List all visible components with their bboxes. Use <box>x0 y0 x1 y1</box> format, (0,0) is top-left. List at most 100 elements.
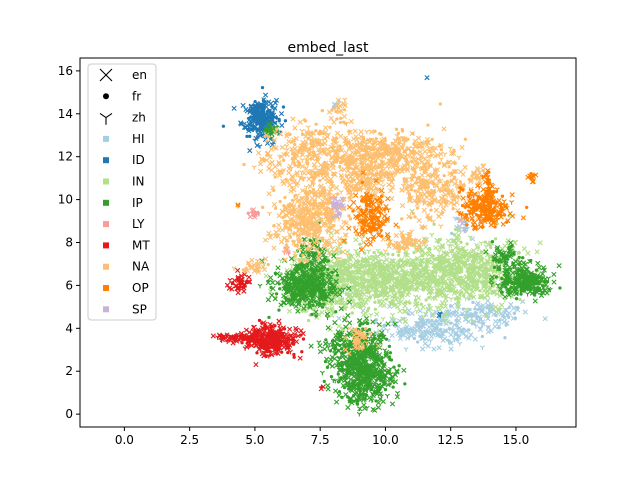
data-point <box>305 190 309 195</box>
data-point <box>450 238 456 244</box>
data-point <box>311 188 316 192</box>
data-point <box>453 261 457 266</box>
data-point <box>257 318 262 323</box>
data-point <box>514 297 519 301</box>
data-point <box>452 251 458 257</box>
data-point <box>444 257 450 264</box>
data-point <box>441 286 447 292</box>
data-point <box>314 239 319 243</box>
data-point <box>477 320 481 324</box>
data-point <box>284 296 288 300</box>
data-point <box>391 302 395 306</box>
data-point <box>301 231 306 236</box>
data-point <box>474 254 478 258</box>
chart-title: embed_last <box>288 40 369 56</box>
data-point <box>439 242 446 249</box>
data-point <box>253 111 260 117</box>
data-point <box>310 312 314 317</box>
data-point <box>286 308 293 314</box>
data-point <box>369 382 373 386</box>
data-point <box>366 321 370 325</box>
data-point <box>414 300 420 306</box>
data-point <box>426 248 432 254</box>
data-point <box>366 289 370 294</box>
data-point <box>508 301 514 308</box>
data-point <box>480 256 484 261</box>
data-point <box>424 298 428 302</box>
data-point <box>336 192 340 196</box>
data-point <box>513 239 519 245</box>
data-point <box>363 270 367 274</box>
data-point <box>425 343 431 349</box>
data-point <box>411 328 415 332</box>
data-point <box>283 224 287 228</box>
data-point <box>297 204 301 209</box>
data-point <box>399 257 405 263</box>
data-point <box>382 323 387 327</box>
data-point <box>471 259 475 263</box>
data-point <box>449 328 455 333</box>
data-point <box>542 316 548 322</box>
data-point <box>272 188 276 193</box>
data-point <box>471 248 477 254</box>
data-point <box>463 289 469 295</box>
data-point <box>489 290 495 295</box>
data-point <box>361 283 366 288</box>
data-point <box>384 337 389 341</box>
data-point <box>247 116 251 121</box>
data-point <box>297 259 302 263</box>
data-point <box>494 275 499 279</box>
data-point <box>534 249 540 255</box>
data-point <box>505 313 510 317</box>
data-point <box>273 97 280 103</box>
data-point <box>231 105 237 111</box>
data-point <box>307 201 312 206</box>
data-point <box>389 332 395 339</box>
data-point <box>253 99 257 104</box>
data-point <box>280 350 284 354</box>
data-point <box>470 275 477 281</box>
data-point <box>489 261 496 267</box>
data-point <box>481 271 487 277</box>
data-point <box>327 192 331 196</box>
data-point <box>254 142 260 148</box>
data-point <box>517 251 521 255</box>
data-point <box>449 271 455 277</box>
data-point <box>496 318 502 324</box>
data-point <box>423 257 429 263</box>
data-point <box>421 281 425 286</box>
data-point <box>444 268 450 274</box>
data-point <box>439 147 443 152</box>
data-point <box>279 122 285 129</box>
data-point <box>409 262 413 267</box>
data-point <box>431 346 437 352</box>
data-point <box>474 244 481 250</box>
data-point <box>485 288 491 294</box>
data-point <box>408 285 414 291</box>
data-point <box>301 253 305 257</box>
data-point <box>427 246 432 251</box>
data-point <box>411 260 416 264</box>
data-point <box>430 137 434 142</box>
data-point <box>260 119 267 125</box>
data-point <box>431 279 435 283</box>
data-point <box>379 252 384 256</box>
data-point <box>394 127 399 131</box>
data-point <box>434 319 438 323</box>
data-point <box>448 332 454 338</box>
data-point <box>454 318 458 323</box>
data-point <box>456 334 462 340</box>
data-point <box>398 290 404 297</box>
data-point <box>323 360 328 364</box>
data-point <box>435 332 440 336</box>
data-point <box>283 195 287 200</box>
data-point <box>427 295 431 300</box>
data-point <box>379 369 383 373</box>
data-point <box>367 306 371 310</box>
data-point <box>248 134 252 138</box>
data-point <box>403 326 409 332</box>
data-point <box>274 115 279 120</box>
data-point <box>465 281 472 287</box>
data-point <box>478 275 482 279</box>
data-point <box>434 305 440 311</box>
